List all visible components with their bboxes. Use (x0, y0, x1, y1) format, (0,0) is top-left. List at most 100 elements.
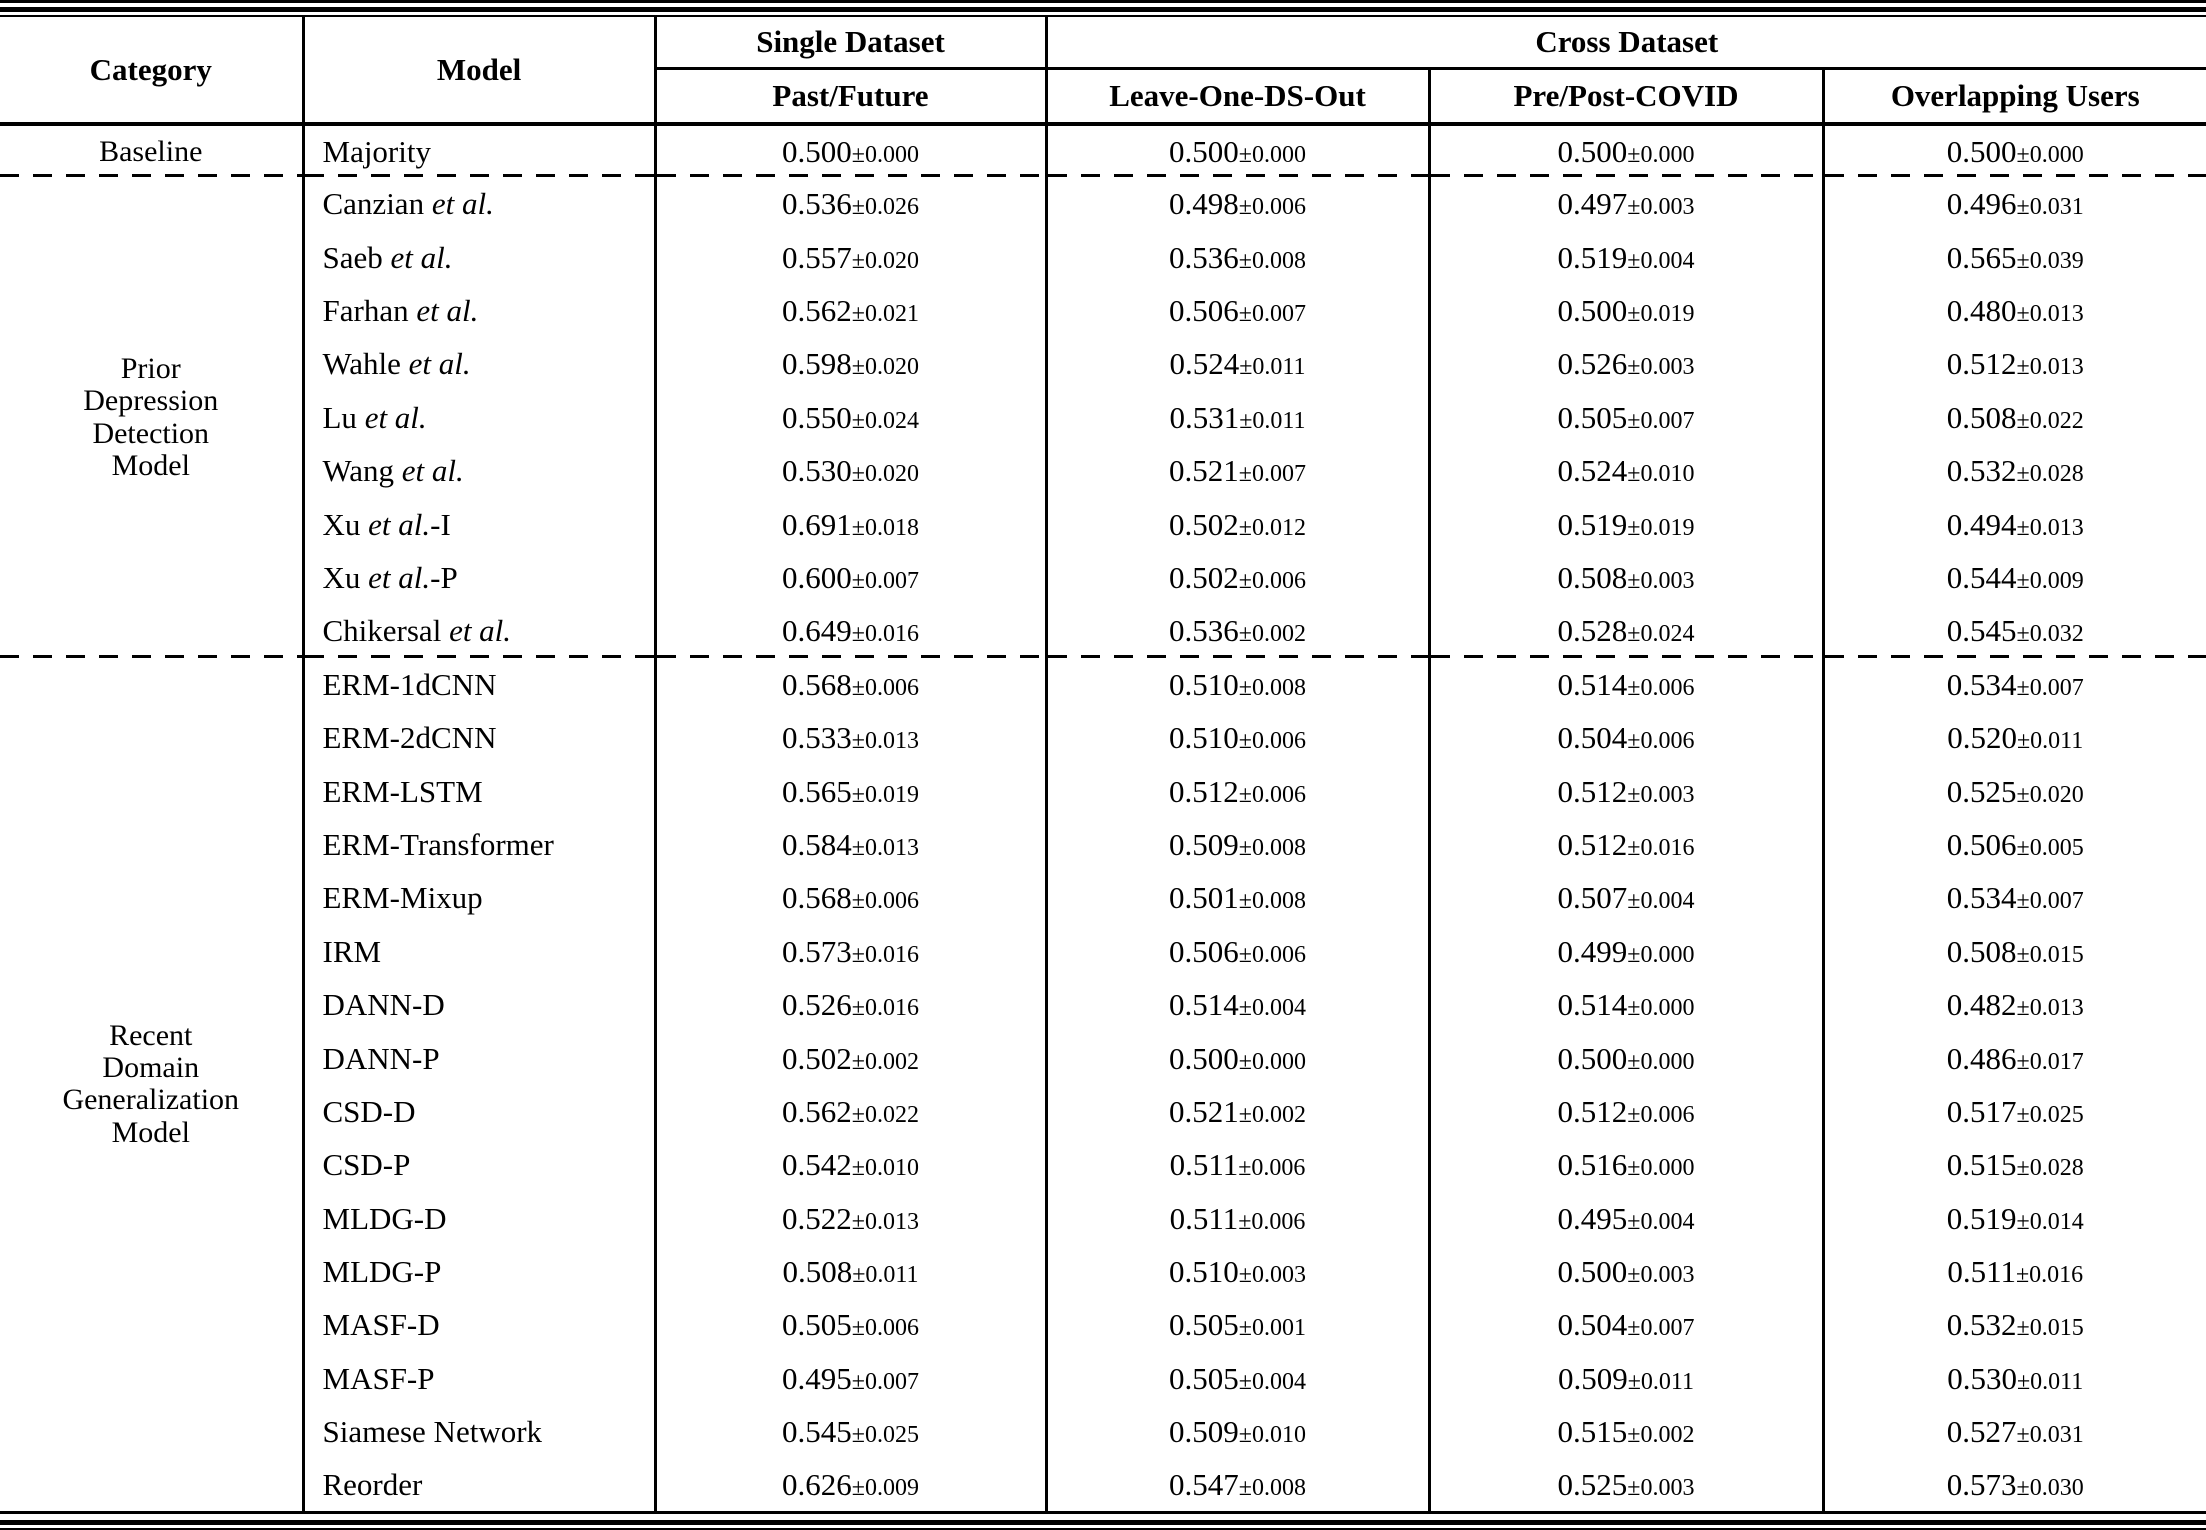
value-cell: 0.508±0.011 (655, 1245, 1048, 1299)
model-cell: CSD-D (303, 1085, 657, 1139)
model-cell: ERM-Mixup (303, 871, 657, 925)
value-mean: 0.531 (1169, 399, 1240, 435)
value-mean: 0.482 (1946, 987, 2017, 1023)
value-cell: 0.528±0.024 (1429, 604, 1825, 658)
value-stddev: ±0.016 (2015, 1262, 2084, 1289)
value-cell: 0.511±0.006 (1046, 1138, 1431, 1192)
value-mean: 0.515 (1946, 1147, 2017, 1183)
model-name-etal: et al. (364, 399, 427, 435)
value-mean: 0.565 (1946, 239, 2017, 275)
table-row: MASF-D 0.505±0.006 0.505±0.001 0.504±0.007 0… (0, 1298, 2206, 1352)
value-mean: 0.505 (1557, 399, 1628, 435)
value-cell: 0.568±0.006 (655, 657, 1048, 712)
value-mean: 0.519 (1557, 239, 1628, 275)
value-cell: 0.510±0.003 (1046, 1245, 1431, 1299)
value-cell: 0.521±0.007 (1046, 444, 1431, 498)
value-stddev: ±0.007 (851, 1368, 919, 1395)
value-stddev: ±0.020 (851, 247, 919, 274)
value-stddev: ±0.013 (851, 834, 919, 861)
value-stddev: ±0.015 (2016, 1315, 2084, 1342)
value-cell: 0.565±0.039 (1823, 231, 2206, 284)
value-mean: 0.506 (1946, 826, 2017, 862)
value-cell: 0.649±0.016 (655, 604, 1048, 658)
value-cell: 0.530±0.011 (1823, 1352, 2206, 1405)
value-mean: 0.514 (1557, 987, 1628, 1023)
value-mean: 0.507 (1557, 880, 1628, 916)
value-stddev: ±0.006 (851, 674, 919, 701)
value-mean: 0.510 (1169, 666, 1239, 702)
value-cell: 0.524±0.011 (1046, 337, 1431, 391)
value-cell: 0.505±0.001 (1046, 1298, 1431, 1352)
model-name: MASF-P (322, 1360, 435, 1396)
value-stddev: ±0.003 (1238, 1262, 1306, 1289)
value-stddev: ±0.002 (1627, 1422, 1695, 1449)
value-stddev: ±0.012 (1238, 514, 1306, 541)
value-mean: 0.495 (1557, 1200, 1628, 1236)
model-cell: DANN-P (303, 1031, 657, 1086)
value-mean: 0.505 (782, 1307, 852, 1343)
value-cell: 0.534±0.007 (1823, 871, 2206, 924)
value-stddev: ±0.022 (851, 1101, 919, 1128)
value-stddev: ±0.031 (2016, 1422, 2084, 1449)
value-cell: 0.515±0.002 (1429, 1405, 1825, 1459)
value-stddev: ±0.019 (1627, 301, 1695, 328)
value-stddev: ±0.013 (2016, 514, 2084, 541)
value-stddev: ±0.011 (1239, 354, 1306, 381)
category-cell: Recent Domain Generalization Model (0, 657, 305, 1513)
value-stddev: ±0.006 (851, 888, 919, 915)
value-mean: 0.519 (1946, 1200, 2017, 1236)
model-cell: ERM-LSTM (303, 764, 657, 819)
model-cell: Reorder (303, 1458, 657, 1513)
value-stddev: ±0.003 (1627, 568, 1695, 594)
value-cell: 0.497±0.003 (1429, 177, 1825, 231)
col-header-leave-one-ds-out: Leave-One-DS-Out (1046, 68, 1431, 124)
value-stddev: ±0.002 (1238, 621, 1306, 648)
value-mean: 0.514 (1169, 987, 1239, 1023)
value-cell: 0.510±0.008 (1046, 657, 1431, 712)
value-cell: 0.521±0.002 (1046, 1085, 1431, 1139)
value-mean: 0.525 (1946, 773, 2017, 809)
value-stddev: ±0.006 (1238, 194, 1306, 221)
model-cell: ERM-2dCNN (303, 711, 657, 765)
value-stddev: ±0.005 (2016, 834, 2084, 861)
value-stddev: ±0.020 (851, 461, 919, 488)
value-cell: 0.522±0.013 (655, 1191, 1048, 1246)
value-cell: 0.512±0.006 (1429, 1085, 1825, 1139)
model-cell: ERM-1dCNN (303, 657, 657, 712)
model-name-etal: et al. (416, 293, 479, 329)
value-cell: 0.502±0.002 (655, 1031, 1048, 1086)
value-mean: 0.510 (1169, 720, 1239, 756)
value-mean: 0.600 (782, 560, 852, 595)
model-name: DANN-D (322, 987, 445, 1023)
value-cell: 0.524±0.010 (1429, 444, 1825, 498)
value-stddev: ±0.008 (1238, 1474, 1306, 1501)
value-mean: 0.691 (782, 506, 852, 542)
bottom-rule-inner (0, 1519, 2206, 1525)
value-stddev: ±0.003 (1627, 781, 1695, 808)
model-name: Saeb (322, 239, 391, 275)
value-mean: 0.508 (1946, 933, 2017, 969)
value-mean: 0.530 (1947, 1360, 2017, 1396)
category-cell: Baseline (0, 124, 305, 178)
top-rule-inner (0, 7, 2206, 12)
value-stddev: ±0.013 (851, 1208, 919, 1235)
value-stddev: ±0.016 (851, 621, 919, 648)
value-cell: 0.510±0.006 (1046, 711, 1431, 765)
value-cell: 0.506±0.006 (1046, 924, 1431, 979)
value-stddev: ±0.018 (851, 514, 919, 541)
value-cell: 0.480±0.013 (1823, 284, 2206, 337)
value-mean: 0.504 (1557, 1307, 1628, 1343)
value-stddev: ±0.024 (851, 407, 919, 434)
value-stddev: ±0.013 (851, 728, 919, 755)
value-cell: 0.486±0.017 (1823, 1032, 2206, 1085)
value-stddev: ±0.025 (2016, 1101, 2084, 1128)
value-mean: 0.512 (1557, 773, 1628, 809)
value-mean: 0.512 (1557, 826, 1628, 862)
value-cell: 0.506±0.007 (1046, 284, 1431, 338)
value-cell: 0.531±0.011 (1046, 390, 1431, 445)
value-stddev: ±0.004 (1627, 888, 1695, 915)
model-name: Xu (322, 506, 369, 542)
value-stddev: ±0.011 (2016, 1368, 2084, 1395)
model-cell: Lu et al. (303, 390, 657, 445)
value-mean: 0.526 (782, 987, 852, 1023)
